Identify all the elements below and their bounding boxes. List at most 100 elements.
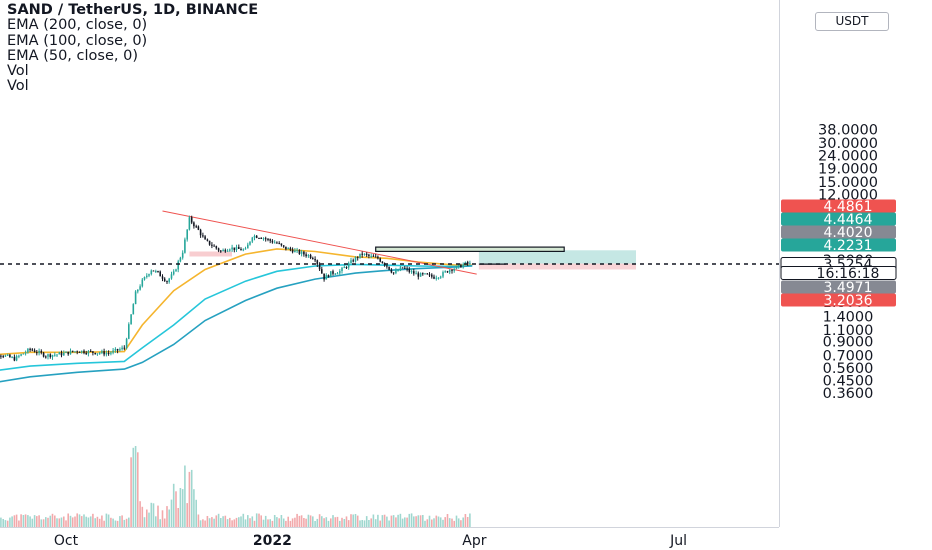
candle-body <box>197 226 200 230</box>
volume-bar <box>314 521 316 527</box>
candle-body <box>298 250 301 254</box>
currency-button[interactable]: USDT <box>815 12 889 31</box>
volume-bar <box>291 518 294 527</box>
volume-bar <box>217 513 220 527</box>
volume-bar <box>453 520 455 527</box>
volume-bar <box>87 517 90 527</box>
candle-body <box>242 249 245 251</box>
volume-bar <box>428 515 431 527</box>
legend-ema50[interactable]: EMA (50, close, 0) <box>7 47 138 64</box>
candle-body <box>457 264 460 267</box>
candle-body <box>204 236 206 240</box>
position-loss-zone[interactable] <box>478 263 636 270</box>
volume-bar <box>13 515 16 527</box>
candle-body <box>233 247 236 250</box>
volume-bar <box>238 517 240 527</box>
position-profit-zone[interactable] <box>478 250 636 264</box>
volume-bar <box>139 501 141 527</box>
candle-body <box>318 264 321 270</box>
volume-bar <box>204 520 206 527</box>
volume-bar <box>206 516 209 527</box>
y-tick-label: 38.0000 <box>818 123 878 139</box>
price-label <box>781 293 896 307</box>
candle-body <box>453 268 455 271</box>
candle-body <box>29 348 31 350</box>
candle-body <box>130 314 132 325</box>
volume-bar <box>415 516 417 527</box>
legend-vol-2[interactable]: Vol <box>7 78 29 95</box>
volume-bar <box>107 514 110 527</box>
volume-bar <box>170 499 173 527</box>
candle-body <box>395 270 397 274</box>
resistance-box[interactable] <box>375 246 565 253</box>
volume-bar <box>289 520 292 527</box>
volume-bar <box>98 518 101 527</box>
volume-bar <box>339 520 341 527</box>
price-label-text: 4.2231 <box>824 238 873 254</box>
volume-bar <box>60 517 63 527</box>
volume-bar <box>431 519 433 527</box>
candle-body <box>121 347 123 350</box>
candle-body <box>289 248 292 250</box>
volume-bar <box>6 520 9 527</box>
candle-body <box>9 354 11 358</box>
candle-body <box>71 350 74 352</box>
volume-bar <box>294 517 296 527</box>
candle-body <box>280 243 283 246</box>
price-label-text: 3.4971 <box>824 280 873 296</box>
volume-bar <box>92 513 94 527</box>
candle-body <box>123 347 126 349</box>
candle-body <box>188 217 191 230</box>
volume-bar <box>163 518 166 527</box>
candle-body <box>323 273 325 280</box>
volume-bar <box>137 452 139 527</box>
candle-body <box>190 217 193 223</box>
y-tick-label: 19.0000 <box>818 162 878 178</box>
candle-body <box>428 274 431 276</box>
candle-body <box>278 243 280 245</box>
candle-body <box>92 351 94 353</box>
candle-body <box>148 274 150 276</box>
candle-body <box>67 351 69 355</box>
candle-body <box>107 353 110 354</box>
candle-body <box>2 356 4 358</box>
volume-bar <box>325 517 328 527</box>
candle-body <box>163 278 166 282</box>
volume-bar <box>211 517 213 527</box>
y-tick-label: 0.5600 <box>823 361 874 377</box>
candle-body <box>49 354 52 357</box>
legend-symbol[interactable]: SAND / TetherUS, 1D, BINANCE <box>7 2 259 18</box>
y-tick-label: 24.0000 <box>818 149 878 165</box>
candle-body <box>291 249 294 253</box>
price-label-text: 3.2036 <box>824 293 873 309</box>
volume-bar <box>40 519 43 527</box>
volume-bar <box>321 516 323 527</box>
volume-bar <box>143 517 146 527</box>
volume-bar <box>437 516 440 527</box>
candle-body <box>451 269 453 271</box>
candle-body <box>13 357 16 361</box>
candle-body <box>170 274 173 279</box>
candle-body <box>146 275 148 277</box>
volume-bar <box>296 513 298 527</box>
volume-bar <box>395 517 397 527</box>
candle-body <box>166 281 168 283</box>
y-tick-label: 30.0000 <box>818 136 878 152</box>
candle-body <box>98 352 101 354</box>
highlight-zone <box>189 251 232 257</box>
candle-body <box>20 354 22 356</box>
legend-vol-1[interactable]: Vol <box>7 63 29 80</box>
candle-body <box>65 351 67 353</box>
candle-body <box>424 273 426 275</box>
time-axis[interactable]: Oct 2022 Apr Jul <box>54 533 687 549</box>
legend-ema200[interactable]: EMA (200, close, 0) <box>7 17 148 34</box>
ema-lines <box>0 248 473 383</box>
candle-body <box>249 241 251 245</box>
volume-bar <box>352 514 354 527</box>
legend-ema100[interactable]: EMA (100, close, 0) <box>7 32 148 49</box>
candle-body <box>110 352 112 354</box>
volume-bar <box>343 519 346 527</box>
volume-bar <box>181 489 184 527</box>
candle-body <box>370 255 372 257</box>
